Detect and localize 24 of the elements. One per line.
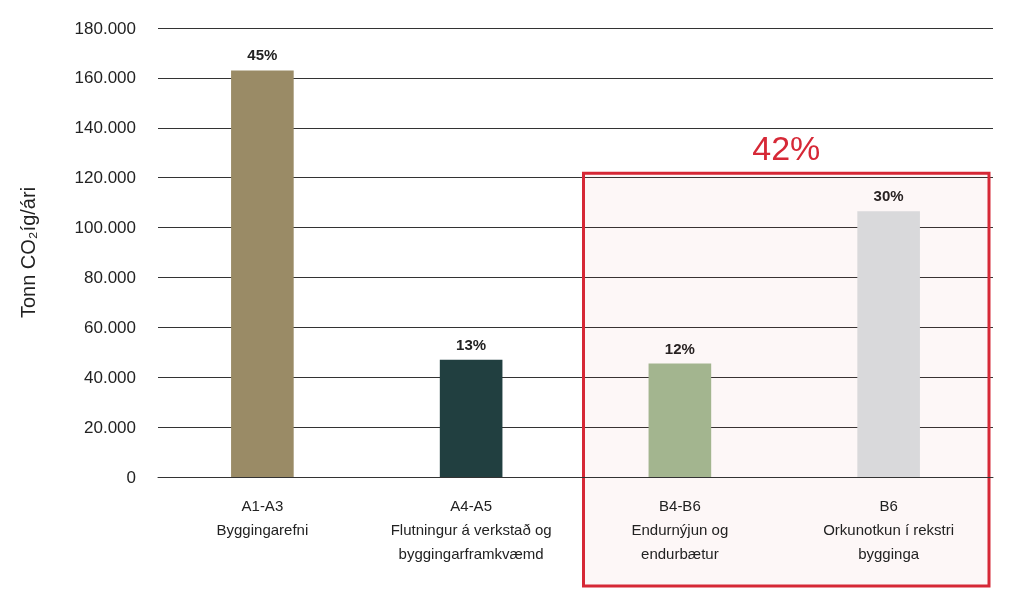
band-label: 42% bbox=[752, 129, 821, 168]
y-tick-label: 40.000 bbox=[84, 367, 136, 387]
bar bbox=[648, 363, 712, 477]
y-tick-label: 180.000 bbox=[74, 18, 136, 38]
y-tick-label: 160.000 bbox=[74, 68, 136, 88]
x-tick-label: A1-A3 Byggingarefni bbox=[216, 496, 309, 538]
y-tick-label: 0 bbox=[126, 467, 136, 487]
x-tick-label: B4-B6 Endurnýjun og endurbætur bbox=[631, 496, 729, 562]
y-tick-label: 20.000 bbox=[84, 417, 136, 437]
y-tick-label: 120.000 bbox=[74, 168, 136, 188]
annotation: 45% bbox=[247, 46, 278, 64]
x-tick-label: A4-A5 Flutningur á verkstað og byggingarframkvæmd bbox=[390, 496, 552, 562]
y-tick-label: 140.000 bbox=[74, 118, 136, 138]
annotation: 30% bbox=[873, 187, 904, 205]
x-tick-label: B6 Orkunotkun í rekstri bygginga bbox=[823, 496, 955, 562]
bar bbox=[439, 359, 503, 477]
bar bbox=[231, 70, 294, 477]
y-tick-label: 100.000 bbox=[74, 218, 136, 238]
bar bbox=[857, 211, 920, 477]
y-axis-title: Tonn CO₂íg/ári bbox=[17, 186, 39, 319]
annotation: 13% bbox=[456, 335, 487, 353]
y-tick-label: 60.000 bbox=[84, 317, 136, 337]
y-tick-label: 80.000 bbox=[84, 267, 136, 287]
annotation: 12% bbox=[664, 339, 695, 357]
